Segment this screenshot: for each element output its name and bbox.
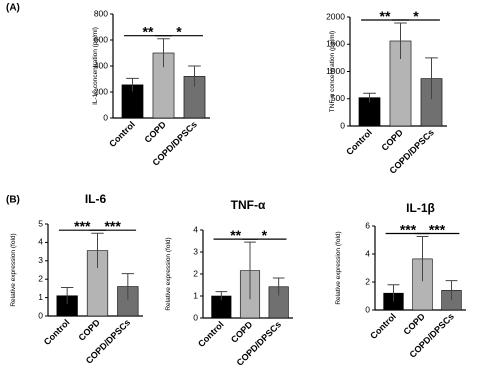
significance-label: ** bbox=[380, 8, 391, 24]
chart-title: IL-1β bbox=[406, 201, 435, 215]
error-bar bbox=[126, 77, 139, 92]
y-tick-label: 1000 bbox=[326, 66, 345, 76]
y-tick-label: 2000 bbox=[326, 11, 345, 21]
y-tick-label: 2 bbox=[193, 268, 198, 278]
x-tick-label: COPD bbox=[401, 311, 427, 337]
error-bar bbox=[215, 291, 228, 301]
error-bar bbox=[188, 65, 201, 87]
error-bar bbox=[60, 286, 74, 305]
y-tick-label: 0 bbox=[103, 112, 108, 122]
error-bar bbox=[91, 232, 104, 269]
y-axis-label: IL-1β concentration (pg/ml) bbox=[92, 27, 99, 105]
x-tick-label: COPD bbox=[229, 319, 255, 345]
x-tick-label: COPD bbox=[142, 119, 168, 145]
y-tick-label: 600 bbox=[94, 34, 108, 44]
x-tick-label: Control bbox=[368, 311, 398, 341]
y-tick-label: 200 bbox=[94, 86, 108, 96]
chart-title: IL-6 bbox=[85, 192, 107, 206]
y-tick-label: 500 bbox=[331, 93, 345, 103]
error-bar bbox=[445, 280, 458, 301]
error-bar bbox=[363, 92, 376, 103]
significance-label: * bbox=[262, 227, 268, 243]
y-axis-label: Relative expression (fold) bbox=[10, 233, 17, 306]
error-bar bbox=[121, 273, 135, 300]
y-tick-label: 0 bbox=[340, 120, 345, 130]
x-tick-label: Control bbox=[196, 319, 226, 349]
error-bar bbox=[394, 22, 407, 59]
y-tick-label: 400 bbox=[94, 60, 108, 70]
y-tick-label: 4 bbox=[365, 248, 370, 258]
x-tick-label: Control bbox=[344, 127, 374, 157]
y-tick-label: 1500 bbox=[326, 39, 345, 49]
chart-title: TNF-α bbox=[231, 198, 266, 212]
y-tick-label: 6 bbox=[365, 220, 370, 230]
y-tick-label: 4 bbox=[38, 237, 43, 247]
y-tick-label: 1 bbox=[38, 292, 43, 302]
error-bar bbox=[425, 57, 438, 100]
error-bar bbox=[416, 236, 429, 282]
x-tick-label: COPD bbox=[379, 127, 405, 153]
error-bar bbox=[157, 38, 170, 68]
error-bar bbox=[387, 284, 400, 302]
significance-label: *** bbox=[400, 222, 417, 238]
y-axis-label: Relative expression (fold) bbox=[335, 231, 342, 304]
y-tick-label: 3 bbox=[193, 246, 198, 256]
x-tick-label: Control bbox=[107, 119, 137, 149]
y-tick-label: 5 bbox=[38, 218, 43, 228]
error-bar bbox=[272, 277, 285, 296]
significance-label: *** bbox=[104, 218, 121, 234]
x-tick-label: Control bbox=[42, 317, 72, 347]
y-tick-label: 4 bbox=[193, 224, 198, 234]
panel-label: (B) bbox=[6, 195, 20, 206]
y-axis-label: Relative expression (fold) bbox=[165, 237, 172, 310]
y-tick-label: 0 bbox=[193, 312, 198, 322]
y-tick-label: 2 bbox=[38, 273, 43, 283]
significance-label: ** bbox=[230, 227, 241, 243]
y-tick-label: 0 bbox=[38, 310, 43, 320]
y-tick-label: 1 bbox=[193, 290, 198, 300]
y-tick-label: 3 bbox=[38, 255, 43, 265]
x-tick-label: COPD bbox=[76, 317, 102, 343]
significance-label: * bbox=[176, 24, 182, 40]
significance-label: *** bbox=[429, 222, 446, 238]
significance-label: * bbox=[413, 8, 419, 24]
y-tick-label: 0 bbox=[365, 304, 370, 314]
panel-label: (A) bbox=[6, 3, 20, 14]
significance-label: ** bbox=[143, 24, 154, 40]
y-tick-label: 2 bbox=[365, 276, 370, 286]
y-tick-label: 800 bbox=[94, 8, 108, 18]
significance-label: *** bbox=[74, 218, 91, 234]
error-bar bbox=[244, 241, 256, 300]
y-axis-label: TNF-α concentration (pg/ml) bbox=[329, 31, 336, 112]
